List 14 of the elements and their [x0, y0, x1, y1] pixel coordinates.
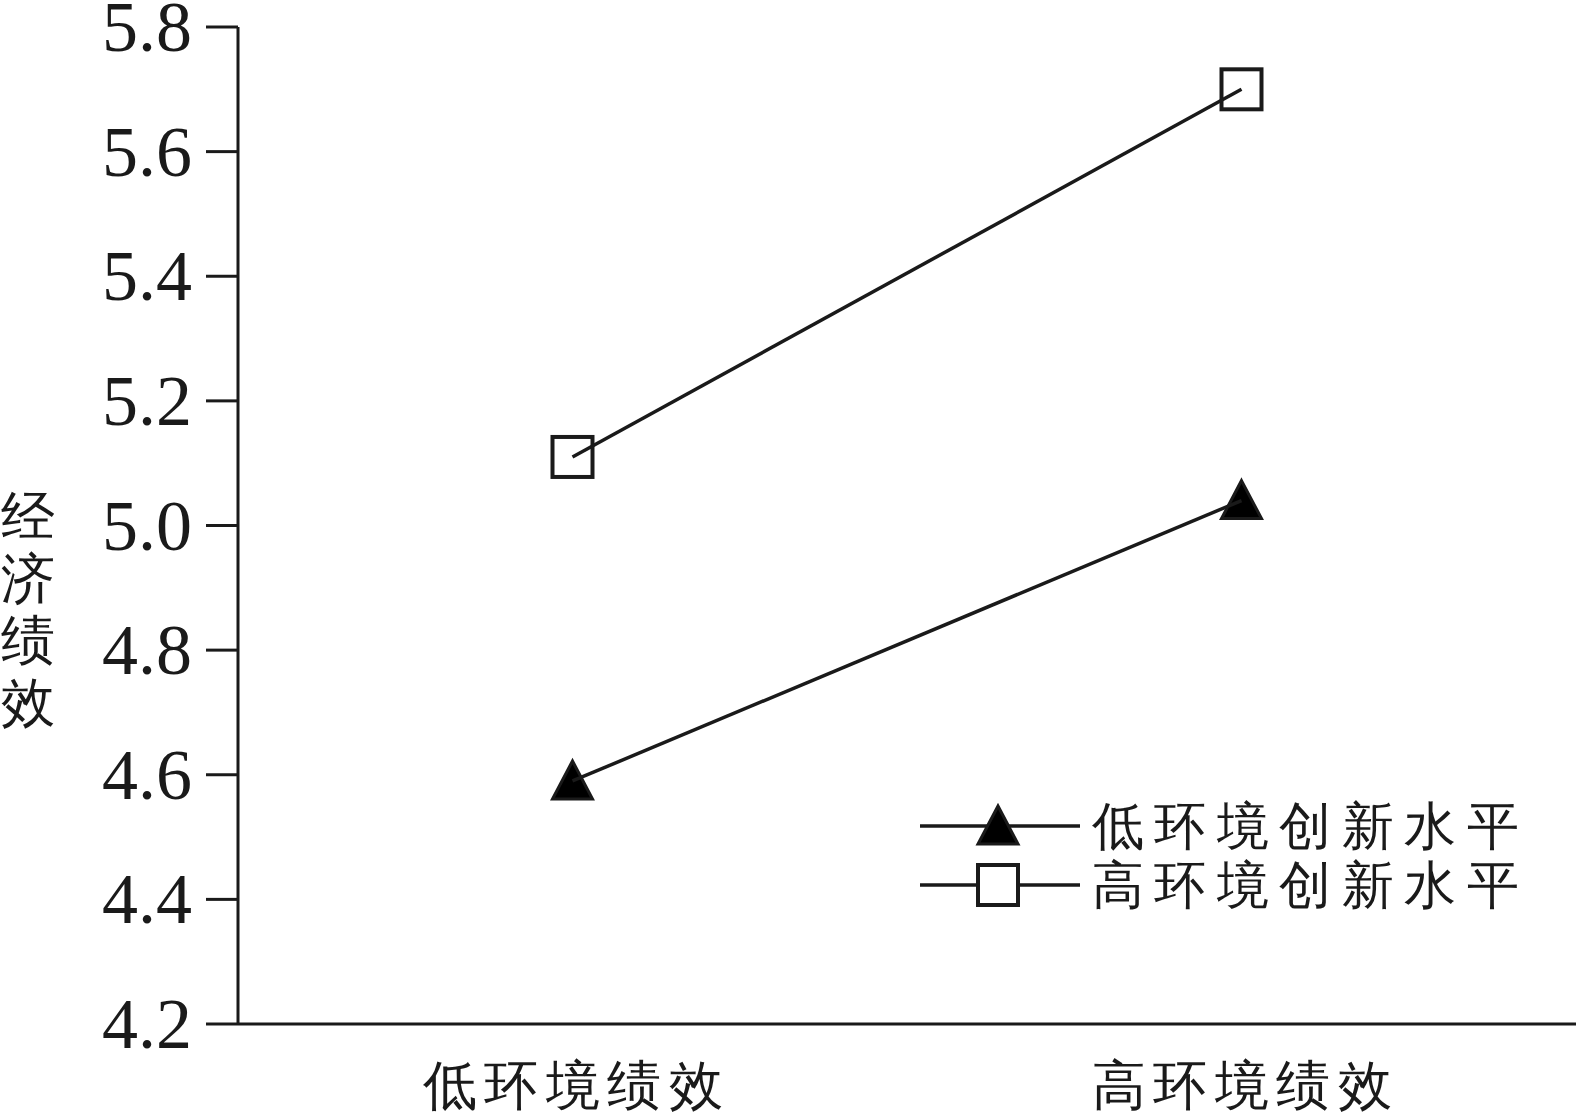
y-axis-title: 经济绩效: [1, 487, 55, 734]
y-tick-label: 4.4: [102, 859, 192, 940]
y-tick-label: 4.2: [102, 984, 192, 1064]
legend-label: 高环境创新水平: [1092, 856, 1519, 914]
y-tick-label: 5.8: [102, 0, 192, 67]
x-tick-label: 高环境绩效: [1091, 1056, 1392, 1115]
x-tick-label: 低环境绩效: [422, 1056, 723, 1115]
y-tick-label: 5.0: [102, 485, 192, 566]
y-tick-label: 5.4: [102, 236, 192, 317]
legend-label: 低环境创新水平: [1092, 797, 1519, 855]
y-tick-label: 5.6: [102, 111, 192, 192]
y-tick-label: 4.6: [102, 734, 192, 815]
y-tick-label: 4.8: [102, 610, 192, 691]
y-tick-label: 5.2: [102, 360, 192, 441]
